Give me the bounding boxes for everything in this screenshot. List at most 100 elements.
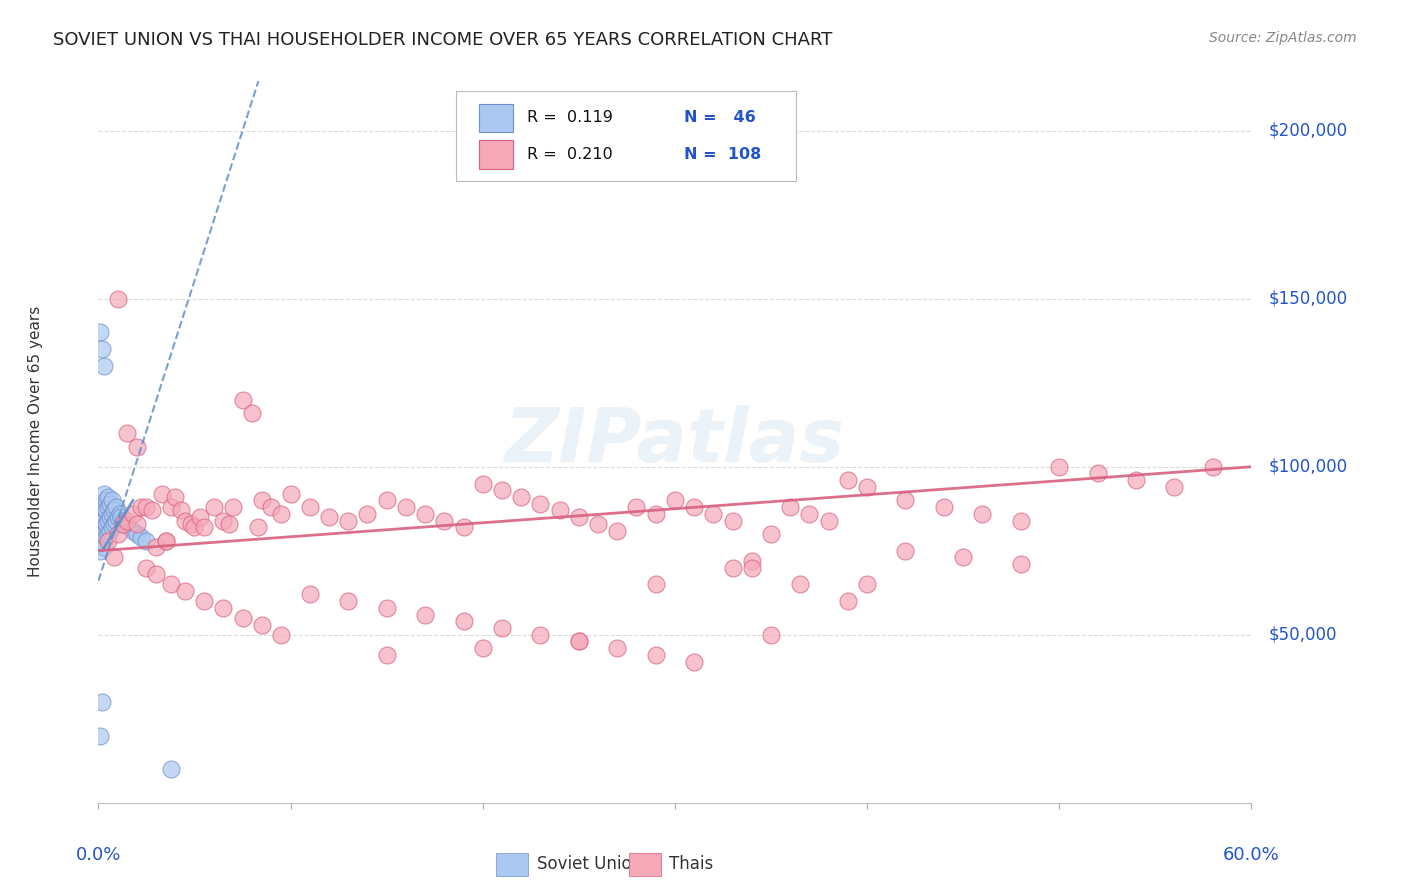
Point xyxy=(741,554,763,568)
Point xyxy=(170,503,193,517)
Point xyxy=(972,507,994,521)
Point xyxy=(122,524,145,538)
Point xyxy=(98,497,121,511)
Point xyxy=(218,516,240,531)
Point xyxy=(183,520,205,534)
Point xyxy=(125,516,148,531)
Point xyxy=(375,493,398,508)
Point xyxy=(337,514,360,528)
Point xyxy=(160,577,183,591)
Point xyxy=(93,514,115,528)
Point xyxy=(155,533,177,548)
Text: R =  0.119: R = 0.119 xyxy=(527,111,613,126)
Point xyxy=(135,560,157,574)
Point xyxy=(741,560,763,574)
Point xyxy=(356,507,378,521)
Point xyxy=(93,486,115,500)
Point xyxy=(112,514,135,528)
Point xyxy=(117,426,139,441)
Point xyxy=(626,500,648,514)
Point xyxy=(1087,467,1109,481)
Point xyxy=(89,729,111,743)
Point xyxy=(101,507,124,521)
Point xyxy=(174,584,197,599)
Point xyxy=(212,600,235,615)
Point xyxy=(122,507,145,521)
Point xyxy=(118,520,141,534)
Point xyxy=(471,476,494,491)
Point xyxy=(160,762,183,776)
Text: Householder Income Over 65 years: Householder Income Over 65 years xyxy=(28,306,42,577)
Point xyxy=(129,500,152,514)
Point xyxy=(150,486,173,500)
Point xyxy=(101,520,124,534)
Point xyxy=(89,326,111,340)
Point xyxy=(270,628,292,642)
Point xyxy=(108,507,131,521)
Text: SOVIET UNION VS THAI HOUSEHOLDER INCOME OVER 65 YEARS CORRELATION CHART: SOVIET UNION VS THAI HOUSEHOLDER INCOME … xyxy=(53,31,832,49)
FancyBboxPatch shape xyxy=(479,140,513,169)
Point xyxy=(375,648,398,662)
Point xyxy=(91,695,114,709)
Point xyxy=(894,493,917,508)
Point xyxy=(93,527,115,541)
Point xyxy=(1010,514,1032,528)
Point xyxy=(932,500,955,514)
Point xyxy=(107,510,129,524)
Point xyxy=(1047,459,1070,474)
Text: $150,000: $150,000 xyxy=(1268,290,1348,308)
Point xyxy=(548,503,571,517)
Point xyxy=(318,510,340,524)
Point xyxy=(97,527,120,541)
Point xyxy=(97,514,120,528)
Point xyxy=(952,550,974,565)
Point xyxy=(702,507,724,521)
Point xyxy=(103,503,125,517)
Point xyxy=(894,543,917,558)
Point xyxy=(93,500,115,514)
Point xyxy=(193,520,215,534)
Point xyxy=(103,550,125,565)
Point xyxy=(280,486,302,500)
Point xyxy=(135,500,157,514)
Point xyxy=(759,527,782,541)
Point xyxy=(231,392,254,407)
Point xyxy=(298,587,321,601)
Point xyxy=(270,507,292,521)
Point xyxy=(135,533,157,548)
Point xyxy=(117,514,139,528)
Point xyxy=(837,594,859,608)
Point xyxy=(103,516,125,531)
Point xyxy=(491,621,513,635)
Point xyxy=(155,533,177,548)
Point xyxy=(91,533,114,548)
Point xyxy=(491,483,513,498)
Point xyxy=(188,510,211,524)
Point xyxy=(145,567,167,582)
Point xyxy=(529,628,551,642)
FancyBboxPatch shape xyxy=(628,853,661,876)
Point xyxy=(180,516,202,531)
Point xyxy=(1163,480,1185,494)
Point xyxy=(250,617,273,632)
Point xyxy=(93,359,115,373)
Point xyxy=(1010,558,1032,572)
Text: N =  108: N = 108 xyxy=(685,147,762,162)
Point xyxy=(568,634,591,648)
Point xyxy=(856,577,879,591)
Point xyxy=(231,611,254,625)
Text: $50,000: $50,000 xyxy=(1268,626,1337,644)
Point xyxy=(91,507,114,521)
Point xyxy=(141,503,163,517)
Point xyxy=(89,527,111,541)
Point xyxy=(212,514,235,528)
FancyBboxPatch shape xyxy=(456,91,796,181)
Point xyxy=(856,480,879,494)
Point xyxy=(89,510,111,524)
Point xyxy=(125,527,148,541)
Point xyxy=(1125,473,1147,487)
Point xyxy=(129,530,152,544)
Text: ZIPatlas: ZIPatlas xyxy=(505,405,845,478)
Point xyxy=(721,560,744,574)
Point xyxy=(89,543,111,558)
